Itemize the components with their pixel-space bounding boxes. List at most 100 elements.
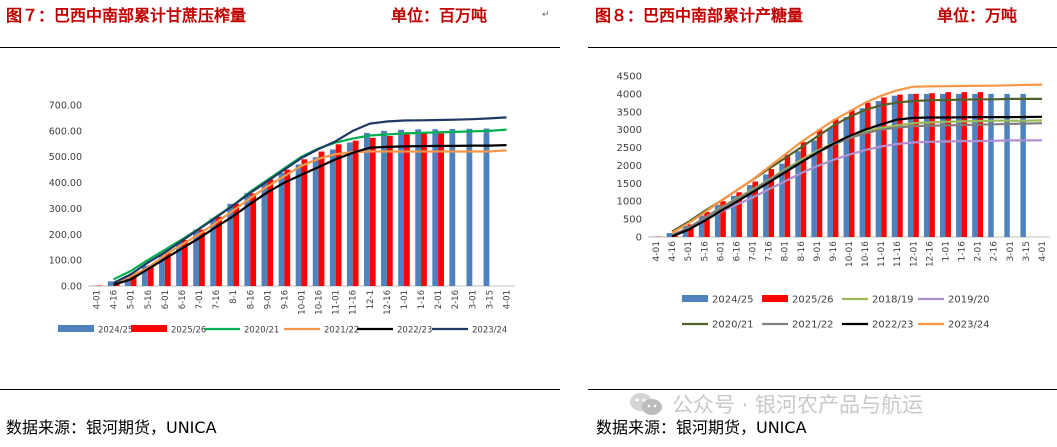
paragraph-mark: ↵ — [542, 10, 550, 20]
wechat-logo-icon — [630, 393, 662, 415]
legend-entry: 2018/19 — [842, 295, 914, 306]
bar-2024/25 — [449, 129, 456, 286]
bar-2024/25 — [107, 281, 114, 286]
bar-2024/25 — [159, 254, 165, 286]
bar-2025/26 — [199, 229, 205, 286]
legend-entry: 2025/26 — [762, 295, 834, 306]
bar-2025/26 — [961, 92, 968, 237]
x-tick-label: 2-16 — [451, 290, 461, 309]
bar-2024/25 — [466, 128, 473, 286]
x-tick-label: 8-01 — [781, 241, 791, 261]
bar-2024/25 — [210, 218, 217, 286]
legend-entry: 2022/23 — [357, 326, 432, 336]
watermark: 公众号 · 银河农产品与航运 — [628, 389, 923, 419]
line-2018/19 — [671, 119, 1043, 236]
y-tick-label: 2000 — [617, 161, 642, 172]
x-tick-label: 10-16 — [315, 290, 325, 315]
bar-2024/25 — [381, 130, 387, 286]
bar-2024/25 — [763, 174, 769, 237]
bar-2025/26 — [688, 224, 694, 237]
x-tick-label: 3-01 — [1006, 241, 1016, 261]
bar-2025/26 — [849, 109, 855, 237]
legend-entry: 2024/25 — [682, 295, 754, 306]
x-tick-label: 3-15 — [1022, 241, 1032, 261]
x-tick-label: 4-01 — [1038, 241, 1048, 261]
x-tick-label: 9-01 — [813, 241, 823, 261]
bar-2024/25 — [875, 101, 882, 237]
bar-2024/25 — [666, 233, 673, 237]
x-tick-label: 1-01 — [400, 290, 410, 309]
y-tick-label: 100.00 — [49, 256, 82, 267]
legend-entry: 2024/25 — [58, 325, 133, 336]
y-tick-label: 1500 — [617, 179, 642, 190]
bar-2025/26 — [977, 92, 984, 237]
right-chart-unit: 单位：万吨 — [937, 6, 1018, 25]
bar-2024/25 — [483, 128, 490, 286]
bar-2024/25 — [1004, 93, 1010, 237]
bar-2024/25 — [923, 93, 930, 237]
x-tick-label: 10-01 — [845, 241, 855, 267]
line-2021/22 — [671, 122, 1043, 237]
y-tick-label: 700.00 — [49, 101, 82, 112]
bar-2025/26 — [865, 102, 871, 237]
x-tick-label: 6-16 — [732, 241, 742, 262]
bar-2024/25 — [907, 93, 914, 237]
bar-2024/25 — [415, 129, 422, 286]
x-tick-label: 7-16 — [212, 290, 222, 309]
bar-2024/25 — [811, 140, 817, 237]
x-tick-label: 7-01 — [195, 290, 205, 309]
bar-2025/26 — [929, 93, 935, 237]
x-tick-label: 5-16 — [700, 241, 710, 262]
y-tick-label: 4500 — [617, 72, 642, 83]
right-chart-title: 图８：巴西中南部累计产糖量 — [595, 6, 804, 25]
bar-2025/26 — [335, 144, 342, 286]
legend-entry: 2021/22 — [762, 320, 834, 331]
legend-entry: 2020/21 — [204, 326, 279, 336]
bar-2025/26 — [284, 169, 291, 286]
y-tick-label: 3500 — [617, 107, 642, 118]
x-tick-label: 11-16 — [893, 241, 903, 267]
bar-2024/25 — [940, 93, 946, 237]
x-tick-label: 11-01 — [332, 290, 342, 315]
left-chart-panel: 图７：巴西中南部累计甘蔗压榨量 单位：百万吨 ↵ 0.00 100.00 200.0… — [0, 6, 560, 437]
legend-label: 2025/26 — [171, 326, 206, 336]
legend-label: 2024/25 — [712, 295, 754, 306]
bar-2025/26 — [768, 169, 775, 237]
legend-label: 2024/25 — [98, 326, 133, 336]
line-2023/24 — [113, 116, 507, 284]
legend-swatch — [682, 295, 708, 302]
bar-2025/26 — [352, 140, 359, 286]
sugarcane-crush-chart: 0.00 100.00 200.00 300.00 400.00 500.00 600.00… — [49, 101, 515, 336]
bar-2024/25 — [795, 151, 801, 237]
legend-label: 2022/23 — [397, 326, 432, 336]
x-tick-label: 6-16 — [178, 290, 188, 309]
legend-entry: 2025/26 — [131, 325, 206, 336]
y-tick-label: 3000 — [617, 125, 642, 136]
top-rule — [0, 47, 560, 48]
watermark-text: 公众号 · 银河农产品与航运 — [672, 393, 924, 417]
bar-2024/25 — [698, 215, 705, 237]
legend-entry: 2020/21 — [682, 320, 754, 331]
bar-2025/26 — [720, 201, 726, 237]
bottom-rule — [588, 389, 1057, 390]
x-tick-label: 12-01 — [909, 241, 919, 267]
bar-2024/25 — [827, 127, 833, 237]
bar-2024/25 — [843, 117, 849, 237]
x-tick-label: 7-16 — [765, 241, 775, 262]
bar-2024/25 — [859, 108, 866, 237]
left-chart-title: 图７：巴西中南部累计甘蔗压榨量 — [6, 6, 247, 25]
x-tick-label: 5-01 — [127, 290, 137, 309]
bar-2024/25 — [193, 229, 200, 286]
bar-2025/26 — [945, 92, 951, 237]
x-tick-label: 4-01 — [93, 290, 103, 309]
x-tick-label: 2-01 — [434, 290, 444, 309]
legend-label: 2025/26 — [792, 295, 834, 306]
y-tick-label: 2500 — [617, 143, 642, 154]
legend-label: 2022/23 — [872, 320, 914, 331]
bar-2025/26 — [369, 137, 376, 286]
legend-swatch — [762, 295, 788, 302]
bar-2024/25 — [1020, 93, 1026, 237]
line-2022/23 — [113, 144, 507, 286]
bar-2024/25 — [398, 129, 404, 286]
bar-2025/26 — [250, 193, 257, 286]
